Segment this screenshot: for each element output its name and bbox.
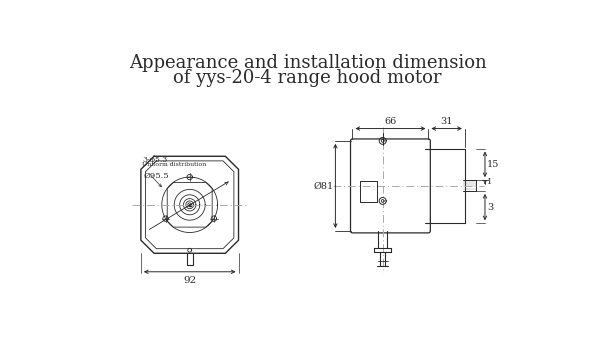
Text: 1: 1	[487, 178, 493, 186]
Text: Ø95.5: Ø95.5	[143, 172, 169, 180]
Text: 3-φ5.3: 3-φ5.3	[142, 156, 167, 164]
Text: Ø81: Ø81	[314, 181, 334, 190]
Text: of yys-20-4 range hood motor: of yys-20-4 range hood motor	[173, 69, 442, 87]
Text: 31: 31	[440, 117, 453, 126]
Text: Uniform distribution: Uniform distribution	[142, 162, 206, 167]
Text: 15: 15	[487, 160, 500, 169]
Text: Appearance and installation dimension: Appearance and installation dimension	[128, 54, 487, 72]
Text: 3: 3	[487, 202, 494, 211]
Text: 92: 92	[183, 276, 196, 285]
Text: 66: 66	[385, 117, 397, 126]
